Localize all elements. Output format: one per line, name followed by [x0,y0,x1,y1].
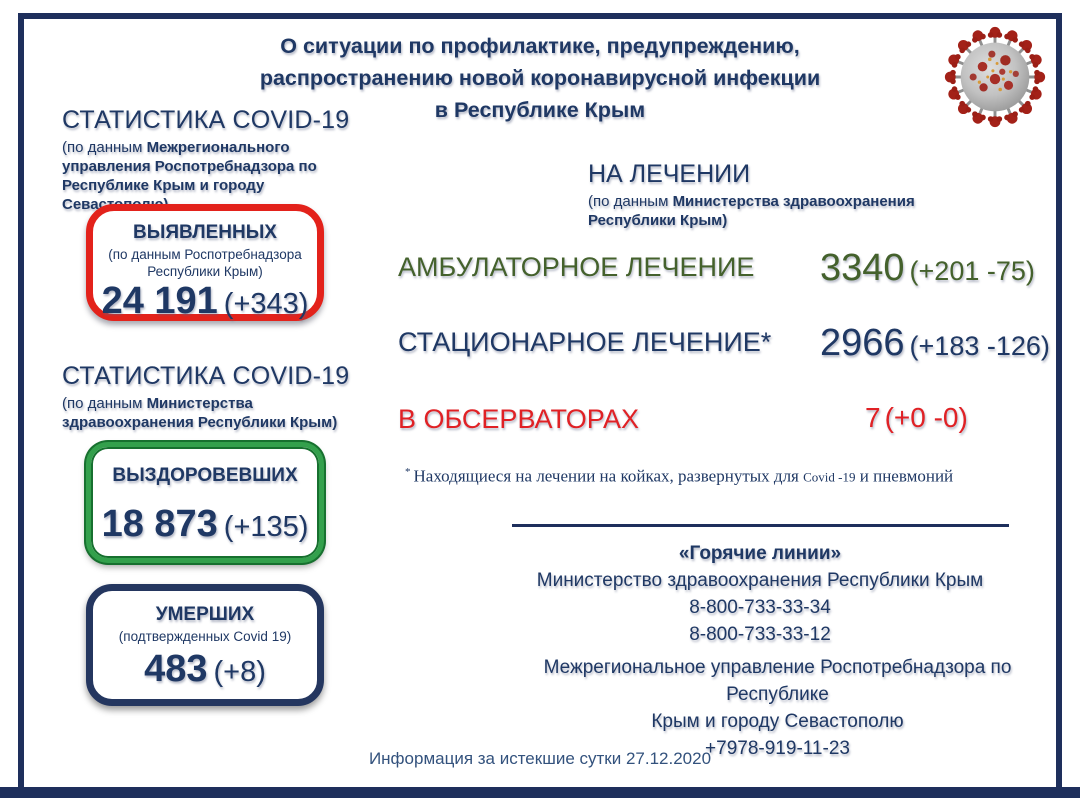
horizontal-divider [512,524,1009,527]
deceased-card: УМЕРШИХ (подтвержденных Covid 19) 483 (+8… [86,584,324,706]
statistics-title-2: СТАТИСТИКА COVID-19 [62,362,350,390]
detected-label: ВЫЯВЛЕННЫХ [133,222,277,243]
outpatient-value: 3340 (+201 -75) [820,247,1035,289]
inpatient-label: СТАЦИОНАРНОЕ ЛЕЧЕНИЕ* [398,327,772,357]
treatment-title: НА ЛЕЧЕНИИ [588,160,751,188]
rospotrebnadzor-line-2: Крым и городу Севастополю [651,711,904,732]
statistics-subtitle-1: (по данным Межрегионального управления Р… [62,139,317,213]
rospotrebnadzor-line-1: Межрегиональное управление Роспотребнадз… [543,657,1012,705]
coronavirus-icon [944,26,1046,128]
treatment-subtitle: (по данным Министерства здравоохранения … [588,193,915,229]
statistics-subtitle-2: (по данным Министерства здравоохранения … [62,395,338,431]
title-line-2: распространению новой коронавирусной инф… [259,66,821,90]
hotlines-title: «Горячие линии» [678,543,842,564]
statistics-section-2: СТАТИСТИКА COVID-19 (по данным Министерс… [62,362,374,432]
statistics-title-1: СТАТИСТИКА COVID-19 [62,106,350,134]
title-line-3: в Республике Крым [434,98,646,122]
observatory-row: В ОБСЕРВАТОРАХ [398,404,639,435]
observatory-label: В ОБСЕРВАТОРАХ [398,404,639,434]
deceased-sublabel: (подтвержденных Covid 19) [118,629,292,644]
observatory-value: 7 (+0 -0) [865,402,968,433]
outpatient-row: АМБУЛАТОРНОЕ ЛЕЧЕНИЕ [398,252,754,283]
detected-value: 24 191 (+343) [101,280,309,322]
beds-footnote: * Находящиеся на лечении на койках, разве… [405,466,954,486]
bottom-border-bar [0,787,1080,798]
report-date-footer: Информация за истекшие сутки 27.12.2020 [368,749,712,768]
recovered-card: ВЫЗДОРОВЕВШИХ 18 873 (+135) [86,442,324,563]
inpatient-value: 2966 (+183 -126) [820,322,1050,364]
recovered-value: 18 873 (+135) [101,503,309,545]
hotlines-block: «Горячие линии» Министерство здравоохран… [510,540,1010,648]
treatment-section: НА ЛЕЧЕНИИ (по данным Министерства здрав… [588,160,928,230]
title-line-1: О ситуации по профилактике, предупрежден… [280,34,800,58]
rospotrebnadzor-phone: +7978-919-11-23 [705,738,850,759]
deceased-value: 483 (+8) [144,648,266,690]
detected-sublabel: (по данным Роспотребнадзора Республики К… [108,247,302,279]
statistics-section-1: СТАТИСТИКА COVID-19 (по данным Межрегион… [62,106,374,214]
hotline-phone-1: 8-800-733-33-34 [689,597,831,618]
detected-card: ВЫЯВЛЕННЫХ (по данным Роспотребнадзора Р… [86,204,324,322]
recovered-label: ВЫЗДОРОВЕВШИХ [112,465,298,486]
outpatient-label: АМБУЛАТОРНОЕ ЛЕЧЕНИЕ [398,252,755,282]
hotline-phone-2: 8-800-733-33-12 [689,624,831,645]
inpatient-row: СТАЦИОНАРНОЕ ЛЕЧЕНИЕ* [398,327,771,358]
deceased-label: УМЕРШИХ [155,604,255,625]
ministry-name: Министерство здравоохранения Республики … [536,570,984,591]
page-title: О ситуации по профилактике, предупрежден… [0,30,1080,126]
rospotrebnadzor-block: Межрегиональное управление Роспотребнадз… [505,654,1050,762]
